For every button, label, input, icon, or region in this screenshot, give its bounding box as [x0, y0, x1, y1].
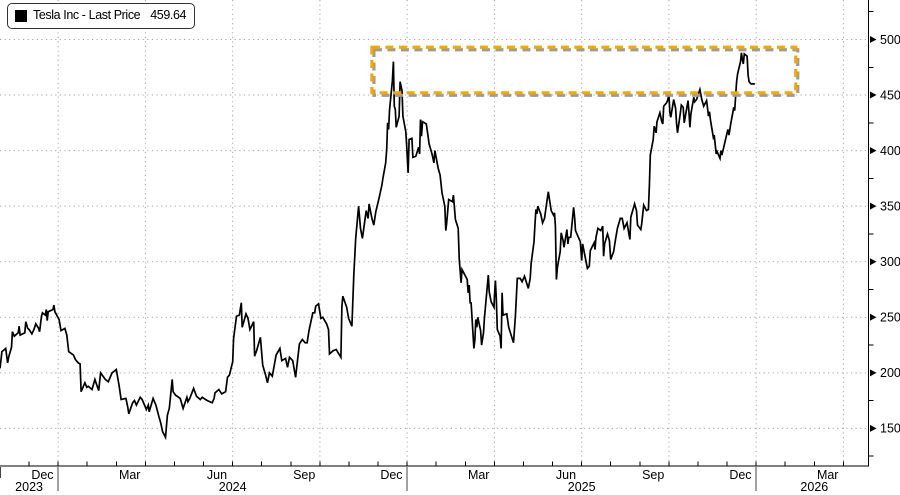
- y-tick-label: 300: [880, 255, 900, 269]
- year-label: 2024: [219, 480, 247, 494]
- annotation-box-shadow: [372, 48, 800, 97]
- y-tick-label: 450: [880, 88, 900, 102]
- price-line: [0, 52, 756, 441]
- y-tick-arrow: [870, 91, 877, 99]
- y-tick-label: 150: [880, 422, 900, 436]
- y-tick-label: 350: [880, 199, 900, 213]
- month-label: Jun: [207, 468, 227, 482]
- month-label: Dec: [380, 468, 402, 482]
- month-label: Dec: [729, 468, 751, 482]
- legend-last-price: 459.64: [150, 8, 187, 22]
- month-label: Sep: [642, 468, 664, 482]
- annotation-box: [370, 45, 798, 95]
- year-label: 2023: [15, 480, 43, 494]
- legend-series-label: Tesla Inc - Last Price: [33, 8, 141, 22]
- y-tick-arrow: [870, 202, 877, 210]
- series-color-swatch: [15, 9, 27, 22]
- month-label: Mar: [468, 468, 490, 482]
- y-tick-arrow: [870, 36, 877, 43]
- y-tick-label: 500: [880, 33, 900, 47]
- y-tick-label: 250: [880, 311, 900, 325]
- y-tick-label: 200: [880, 366, 900, 380]
- month-label: Mar: [119, 468, 141, 482]
- y-tick-arrow: [870, 369, 877, 377]
- year-label: 2025: [568, 480, 596, 494]
- month-label: Sep: [293, 468, 315, 482]
- y-tick-arrow: [870, 258, 877, 266]
- y-tick-arrow: [870, 147, 877, 155]
- y-tick-arrow: [870, 313, 877, 321]
- year-label: 2026: [800, 480, 828, 494]
- month-label: Mar: [817, 468, 839, 482]
- month-label: Jun: [556, 468, 576, 482]
- y-tick-label: 400: [880, 144, 900, 158]
- legend-box[interactable]: Tesla Inc - Last Price 459.64: [7, 3, 196, 29]
- month-label: Dec: [31, 468, 53, 482]
- y-tick-arrow: [870, 424, 877, 432]
